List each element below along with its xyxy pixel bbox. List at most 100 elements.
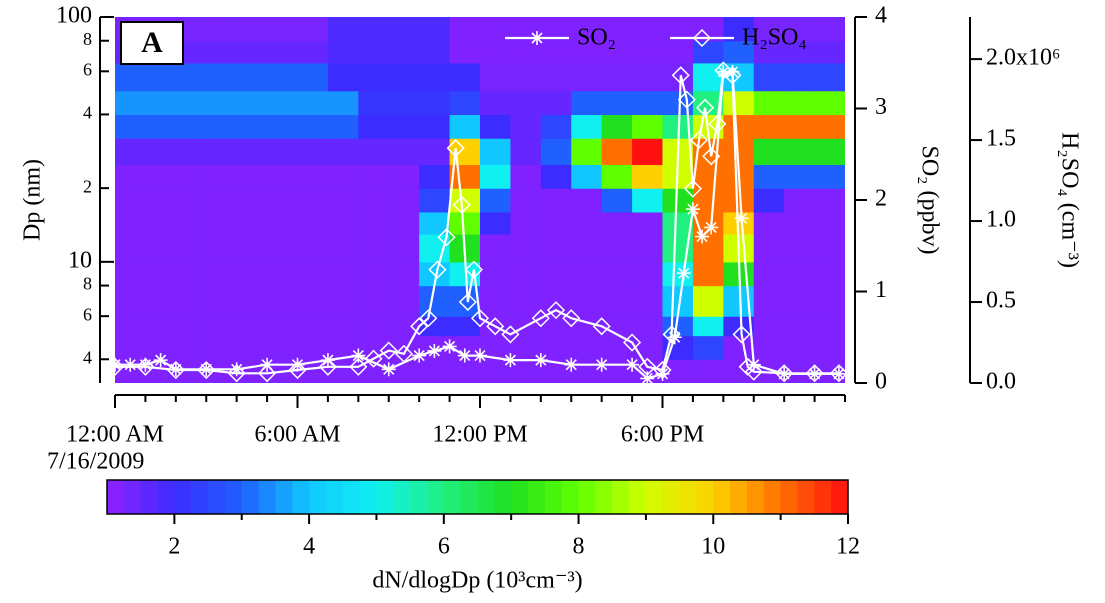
marker-asterisk: [153, 353, 168, 368]
heat-cell: [358, 188, 390, 213]
heat-cell: [175, 62, 207, 92]
heat-cell: [206, 90, 238, 116]
heat-cell: [297, 261, 329, 287]
heat-cell: [753, 335, 785, 360]
colorbar-swatch: [763, 480, 782, 514]
heat-cell: [449, 316, 481, 337]
heat-cell: [784, 335, 816, 360]
heat-cell: [723, 90, 755, 116]
heat-cell: [236, 335, 268, 360]
colorbar-swatch: [359, 480, 377, 514]
marker-diamond: [677, 90, 696, 109]
heat-cell: [175, 114, 207, 139]
heat-cell: [145, 211, 177, 235]
heat-cell: [784, 359, 816, 383]
heat-cell: [601, 114, 633, 139]
heat-cell: [601, 211, 633, 235]
marker-diamond: [464, 260, 483, 279]
heat-cell: [175, 233, 207, 263]
heat-cell: [692, 359, 724, 383]
heat-cell: [206, 40, 238, 64]
marker-diamond: [829, 364, 845, 383]
heat-cell: [297, 90, 329, 116]
colorbar-swatch: [544, 480, 563, 514]
marker-diamond: [501, 325, 520, 344]
y2-tick-label: 1: [875, 277, 887, 303]
heat-cell: [692, 40, 724, 64]
colorbar-swatch: [746, 480, 765, 514]
heat-cell: [297, 285, 329, 317]
heat-cell: [115, 335, 147, 360]
heat-cell: [297, 233, 329, 263]
heat-cell: [327, 40, 359, 64]
heat-cell: [814, 233, 845, 263]
heat-cell: [327, 233, 359, 263]
heat-cell: [601, 261, 633, 287]
colorbar-swatch: [258, 480, 276, 514]
x-tick-label: 12:00 PM: [432, 422, 527, 448]
heat-cell: [814, 40, 845, 64]
heat-cell: [267, 17, 299, 42]
heat-cell: [419, 40, 451, 64]
colorbar-swatch: [157, 480, 175, 514]
heat-cell: [632, 233, 664, 263]
colorbar-swatch: [780, 480, 798, 514]
heat-cell: [236, 359, 268, 383]
heat-cell: [267, 211, 299, 235]
heat-cell: [175, 316, 207, 337]
heat-cell: [692, 233, 724, 263]
heat-cell: [632, 164, 664, 189]
colorbar-swatch: [477, 480, 495, 514]
y-tick-label: 8: [83, 274, 92, 294]
marker-diamond: [379, 341, 398, 360]
heat-cell: [297, 114, 329, 139]
heat-cell: [480, 261, 512, 287]
heat-cell: [388, 285, 420, 317]
heat-cell: [115, 114, 147, 139]
colorbar-tick-label: 8: [573, 534, 585, 560]
marker-diamond: [592, 317, 611, 336]
heat-cell: [571, 40, 603, 64]
marker-asterisk: [625, 357, 640, 372]
heat-cell: [784, 233, 816, 263]
heat-cell: [510, 164, 542, 189]
colorbar-swatch: [443, 480, 462, 514]
heat-cell: [632, 114, 664, 139]
colorbar-swatch: [797, 480, 815, 514]
marker-asterisk: [138, 357, 153, 372]
heat-cell: [297, 164, 329, 189]
panel-label-box: [120, 21, 184, 65]
heat-cell: [540, 233, 572, 263]
colorbar-tick-label: 4: [303, 534, 315, 560]
y-axis-title: Dp (nm): [20, 159, 46, 241]
marker-diamond: [546, 301, 566, 320]
heat-cell: [784, 17, 816, 42]
marker-diamond: [136, 357, 155, 376]
heat-cell: [753, 40, 785, 64]
y-tick-label: 10: [68, 247, 92, 273]
heat-cell: [206, 261, 238, 287]
heat-cell: [632, 285, 664, 317]
heat-cell: [814, 335, 845, 360]
heat-cell: [449, 40, 481, 64]
marker-diamond: [671, 66, 690, 85]
heat-cell: [388, 261, 420, 287]
heat-cell: [601, 138, 633, 166]
y2-tick-label: 4: [875, 3, 887, 29]
y-tick-label: 6: [83, 59, 92, 79]
heat-cell: [236, 17, 268, 42]
heat-cell: [601, 316, 633, 337]
heat-cell: [571, 188, 603, 213]
heat-cell: [388, 17, 420, 42]
heat-cell: [571, 211, 603, 235]
heat-cell: [601, 359, 633, 383]
heat-cell: [449, 114, 481, 139]
heat-cell: [388, 188, 420, 213]
heat-cell: [784, 261, 816, 287]
heat-cell: [662, 62, 694, 92]
marker-diamond: [744, 362, 763, 381]
heat-cell: [267, 90, 299, 116]
colorbar-swatch: [696, 480, 714, 514]
marker-diamond: [410, 317, 429, 336]
